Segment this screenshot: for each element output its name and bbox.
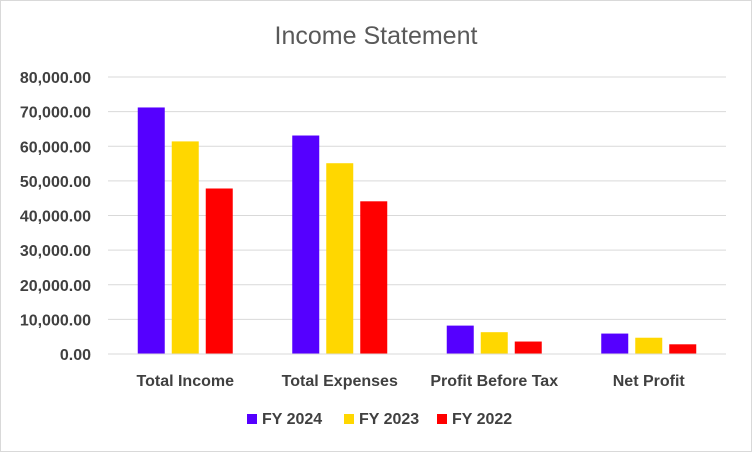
y-tick-label: 40,000.00	[20, 209, 91, 226]
bar-fy-2022	[669, 344, 697, 354]
y-tick-label: 60,000.00	[20, 139, 91, 156]
bar-fy-2024	[292, 135, 320, 354]
y-tick-label: 80,000.00	[20, 70, 91, 87]
category-label: Net Profit	[613, 373, 686, 390]
category-label: Total Income	[137, 373, 235, 390]
category-label: Profit Before Tax	[430, 373, 558, 390]
bar-fy-2023	[171, 141, 199, 354]
bar-fy-2022	[205, 188, 233, 354]
bar-fy-2023	[326, 163, 354, 354]
legend-label: FY 2022	[452, 411, 512, 428]
gridlines	[108, 76, 726, 320]
legend-swatch	[344, 414, 354, 424]
bar-fy-2024	[446, 325, 474, 354]
y-tick-label: 10,000.00	[20, 312, 91, 329]
bar-fy-2024	[137, 107, 165, 354]
bar-fy-2024	[601, 333, 629, 354]
bar-fy-2022	[360, 201, 388, 354]
legend-label: FY 2023	[359, 411, 419, 428]
y-tick-label: 30,000.00	[20, 243, 91, 260]
chart-title: Income Statement	[275, 22, 478, 50]
y-axis-tick-labels: 0.00 10,000.00 20,000.00 30,000.00 40,000.00…	[20, 70, 91, 364]
legend-label: FY 2024	[262, 411, 322, 428]
category-label: Total Expenses	[282, 373, 398, 390]
y-tick-label: 0.00	[60, 347, 91, 364]
category-labels: Total Income Total Expenses Profit Before …	[137, 373, 686, 390]
legend-swatch	[437, 414, 447, 424]
bar-fy-2022	[514, 341, 542, 354]
bar-fy-2023	[635, 337, 663, 354]
legend-swatch	[247, 414, 257, 424]
y-tick-label: 50,000.00	[20, 174, 91, 191]
bars	[137, 107, 697, 354]
y-tick-label: 70,000.00	[20, 105, 91, 122]
y-tick-label: 20,000.00	[20, 278, 91, 295]
legend: FY 2024 FY 2023 FY 2022	[247, 411, 512, 428]
bar-fy-2023	[480, 332, 508, 354]
